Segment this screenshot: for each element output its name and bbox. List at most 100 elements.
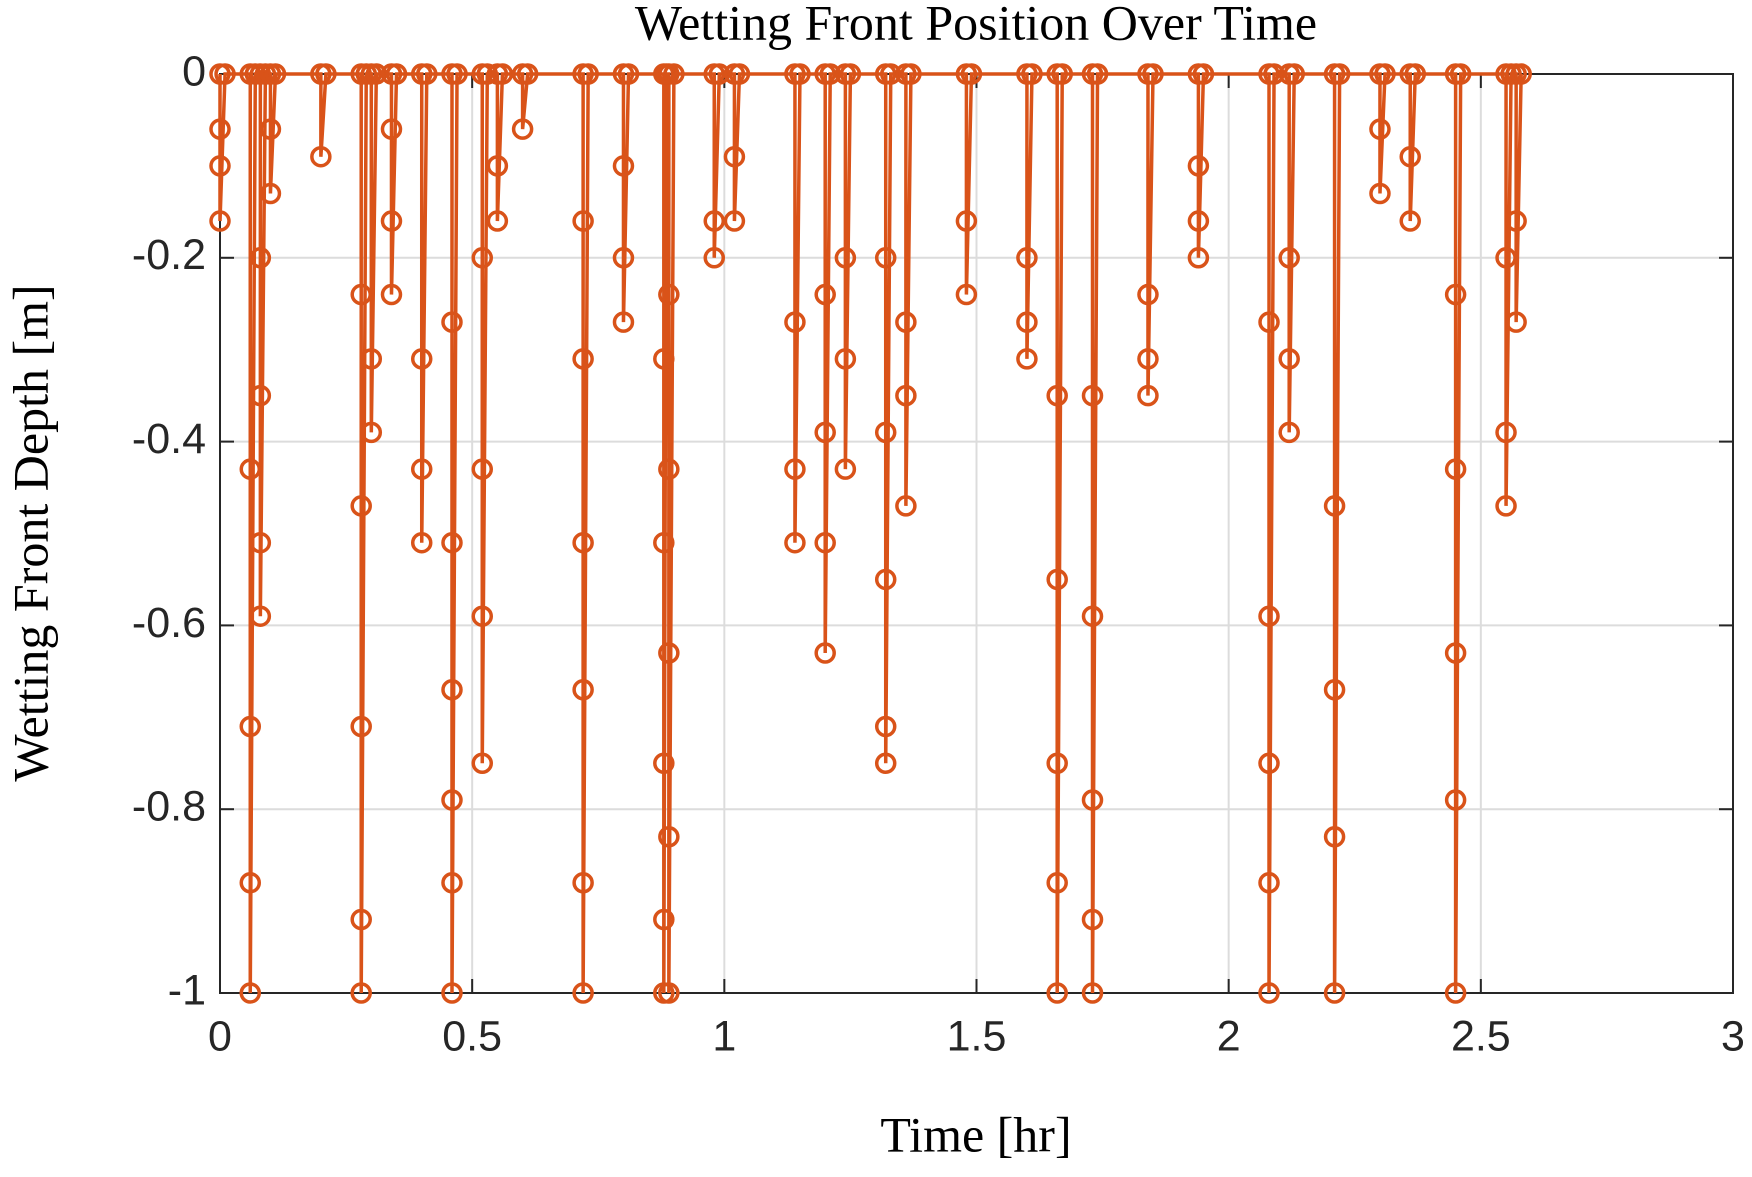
data-point <box>708 63 731 85</box>
data-point <box>572 531 594 554</box>
data-point <box>249 605 272 627</box>
data-point <box>874 421 897 444</box>
data-point <box>1263 63 1285 85</box>
data-point <box>653 531 675 554</box>
data-point <box>723 145 746 168</box>
data-point <box>1046 871 1068 894</box>
data-point <box>834 348 857 370</box>
data-point <box>814 283 836 306</box>
data-point <box>441 678 463 701</box>
data-point <box>350 982 372 1004</box>
data-point <box>410 348 433 370</box>
data-point <box>239 982 262 1004</box>
data-point <box>658 826 680 848</box>
data-point <box>1046 752 1068 774</box>
data-point <box>249 531 272 554</box>
data-point <box>895 311 917 333</box>
data-point <box>471 605 494 627</box>
data-point <box>1278 348 1300 370</box>
data-point <box>572 982 594 1004</box>
y-tick-label: -0.4 <box>132 415 206 463</box>
data-point <box>410 531 433 554</box>
y-tick-label: -0.2 <box>132 231 206 279</box>
data-point <box>1510 63 1532 85</box>
data-point <box>728 63 751 85</box>
x-tick-label: 1 <box>712 1012 736 1060</box>
data-point <box>1258 752 1280 774</box>
data-point <box>723 210 746 232</box>
data-point <box>874 715 897 738</box>
data-point <box>1328 63 1351 85</box>
data-point <box>264 63 287 85</box>
data-point <box>1444 283 1467 306</box>
data-point <box>653 908 675 931</box>
data-point <box>476 63 499 85</box>
data-point <box>1187 155 1210 177</box>
data-point <box>441 531 463 554</box>
data-point <box>819 63 841 85</box>
x-tick-label: 1.5 <box>947 1012 1007 1060</box>
data-point <box>350 495 372 517</box>
data-point <box>1258 871 1280 894</box>
data-point <box>1137 283 1159 306</box>
data-point <box>239 458 262 480</box>
data-point <box>416 63 438 85</box>
data-point <box>1016 348 1038 370</box>
data-point <box>1495 421 1517 444</box>
data-point <box>1399 210 1421 232</box>
data-point <box>380 283 403 306</box>
y-tick-label: -1 <box>168 966 206 1014</box>
data-point <box>577 63 599 85</box>
data-point <box>663 63 685 85</box>
data-point <box>486 155 509 177</box>
data-point <box>572 678 594 701</box>
data-point <box>214 63 236 85</box>
data-point <box>1444 458 1467 480</box>
data-point <box>441 311 463 333</box>
data-point <box>653 752 675 774</box>
data-point <box>259 118 282 140</box>
data-point <box>441 871 463 894</box>
y-axis-label: Wetting Front Depth [m] <box>2 284 58 781</box>
x-tick-label: 2 <box>1217 1012 1241 1060</box>
data-point <box>834 247 857 269</box>
data-point <box>814 531 836 554</box>
data-point <box>471 247 494 269</box>
data-point <box>380 118 403 140</box>
data-point <box>895 495 917 517</box>
data-point <box>1081 908 1104 931</box>
data-point <box>1374 63 1396 85</box>
data-point <box>839 63 862 85</box>
data-point <box>617 63 640 85</box>
data-point <box>385 63 408 85</box>
data-point <box>784 458 806 480</box>
data-point <box>471 752 494 774</box>
data-point <box>209 155 231 177</box>
data-point <box>1086 63 1109 85</box>
data-point <box>1187 210 1210 232</box>
data-point <box>486 210 509 232</box>
data-point <box>1258 982 1280 1004</box>
data-point <box>1323 826 1346 848</box>
data-point <box>1449 63 1472 85</box>
series-line <box>218 72 1523 994</box>
data-point <box>1323 495 1346 517</box>
data-point <box>446 63 468 85</box>
data-point <box>572 210 594 232</box>
data-point <box>1323 678 1346 701</box>
data-point <box>1081 605 1104 627</box>
data-point <box>1495 247 1517 269</box>
data-point <box>874 752 897 774</box>
data-point <box>350 908 372 931</box>
data-point <box>1081 789 1104 811</box>
data-point <box>1016 311 1038 333</box>
data-point <box>1016 247 1038 269</box>
data-point <box>1323 982 1346 1004</box>
data-point <box>1046 568 1068 591</box>
data-point <box>955 283 978 306</box>
data-point <box>239 715 262 738</box>
data-point <box>653 348 675 370</box>
data-point <box>1142 63 1164 85</box>
data-point <box>1021 63 1043 85</box>
